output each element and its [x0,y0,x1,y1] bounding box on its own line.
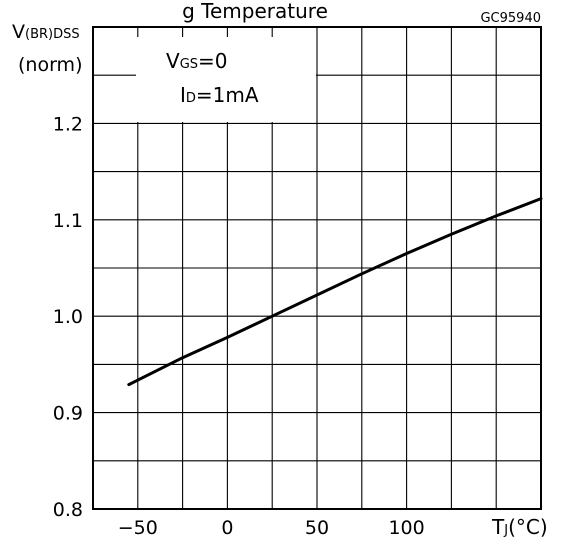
x-tick-label: −50 [118,517,158,539]
x-tick-label: 100 [388,517,424,539]
y-tick-label: 0.9 [53,403,83,425]
x-tick-label: 50 [305,517,329,539]
figure-code: GC95940 [480,11,541,26]
id-value: =1mA [196,83,259,107]
conditions-box [136,37,316,122]
id-subscript: D [186,91,196,106]
condition-id: ID=1mA [180,83,259,107]
y-tick-label: 1.2 [53,113,83,135]
x-axis-subscript: J [503,523,508,538]
y-tick-labels: 0.8 0.9 1.0 1.1 1.2 [53,113,83,521]
vgs-value: =0 [198,49,227,73]
y-axis-unit: (norm) [18,54,82,76]
partial-title: g Temperature [182,0,328,23]
series-line [127,197,543,387]
y-tick-label: 0.8 [53,499,83,521]
y-tick-label: 1.0 [53,306,83,328]
y-axis-subscript: (BR)DSS [25,27,80,42]
x-axis-symbol: T [491,515,505,539]
id-symbol: I [180,83,186,107]
condition-vgs: VGS=0 [166,49,228,73]
y-tick-label: 1.1 [53,210,83,232]
y-axis-label: V(BR)DSS [12,21,80,43]
x-tick-labels: −50 0 50 100 [118,517,425,539]
plot-frame [92,26,542,510]
x-tick-label: 0 [221,517,233,539]
vgs-subscript: GS [180,57,198,72]
x-axis-unit: (°C) [508,515,548,539]
vgs-symbol: V [166,49,180,73]
y-axis-symbol: V [12,21,25,43]
x-axis-label: TJ(°C) [491,515,548,539]
